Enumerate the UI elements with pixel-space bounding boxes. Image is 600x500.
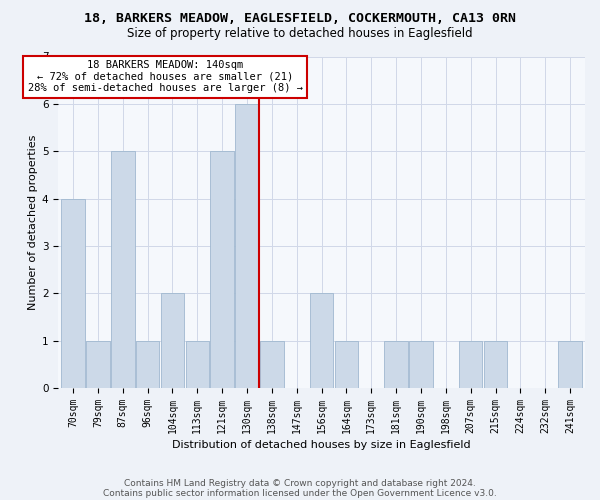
Bar <box>136 340 160 388</box>
Text: 18 BARKERS MEADOW: 140sqm
← 72% of detached houses are smaller (21)
28% of semi-: 18 BARKERS MEADOW: 140sqm ← 72% of detac… <box>28 60 302 94</box>
Text: Contains HM Land Registry data © Crown copyright and database right 2024.: Contains HM Land Registry data © Crown c… <box>124 478 476 488</box>
Bar <box>211 151 234 388</box>
Bar <box>86 340 110 388</box>
Bar <box>385 340 408 388</box>
Bar <box>459 340 482 388</box>
Bar <box>185 340 209 388</box>
Bar <box>111 151 134 388</box>
Bar <box>484 340 508 388</box>
Text: 18, BARKERS MEADOW, EAGLESFIELD, COCKERMOUTH, CA13 0RN: 18, BARKERS MEADOW, EAGLESFIELD, COCKERM… <box>84 12 516 26</box>
Bar <box>335 340 358 388</box>
Bar <box>161 294 184 388</box>
X-axis label: Distribution of detached houses by size in Eaglesfield: Distribution of detached houses by size … <box>172 440 471 450</box>
Text: Contains public sector information licensed under the Open Government Licence v3: Contains public sector information licen… <box>103 488 497 498</box>
Text: Size of property relative to detached houses in Eaglesfield: Size of property relative to detached ho… <box>127 28 473 40</box>
Bar <box>260 340 284 388</box>
Bar <box>61 198 85 388</box>
Bar <box>409 340 433 388</box>
Bar <box>310 294 334 388</box>
Bar <box>235 104 259 388</box>
Y-axis label: Number of detached properties: Number of detached properties <box>28 134 38 310</box>
Bar <box>558 340 582 388</box>
